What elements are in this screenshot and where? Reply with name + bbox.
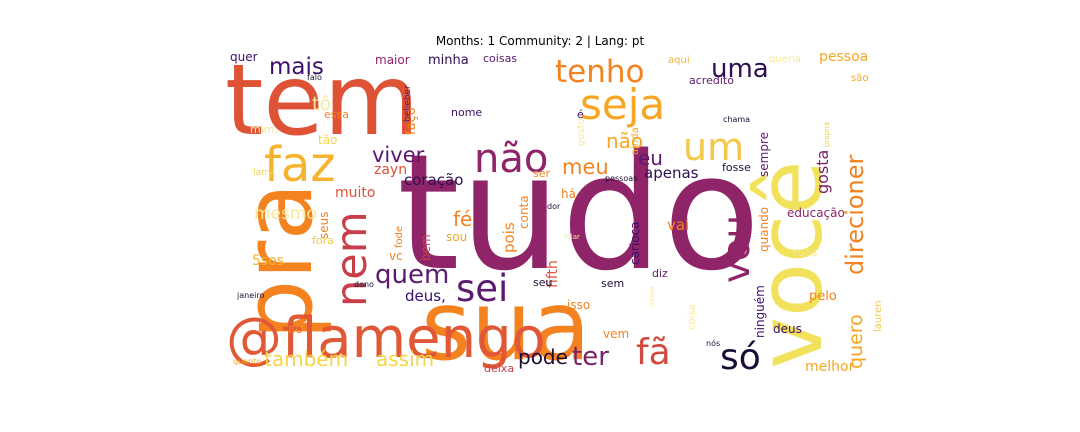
word-vc-52: vc [389,249,403,263]
word-diz-70: diz [652,267,668,280]
word-pode-26: pode [518,345,568,369]
word-quem-17: quem [375,260,449,290]
word-belieber-88: belieber [403,85,413,122]
word-apenas-33: apenas [644,164,699,182]
word-nossa-99: nossa [648,287,656,307]
word-deus-38: deus, [405,287,446,305]
word-falo-89: falo [307,73,322,82]
word-direcioner-18: direcioner [841,154,869,275]
word-meu-22: meu [562,155,609,179]
word-quer-54: quer [230,50,258,64]
word-isso-71: isso [567,298,590,312]
word-nos-95: nós [706,338,720,348]
word-fode-83: fode [394,226,405,248]
word-gosta-32: gosta [813,150,832,194]
word-pessoas-92: pessoas [605,174,637,183]
word-maior-53: maior [375,53,410,67]
word-suas-77: suas [792,246,817,259]
word-dono-94: dono [354,280,374,289]
word-deus-57: deus [773,322,802,336]
word-pois-36: pois [500,222,518,253]
word-nome-72: nome [451,106,482,119]
word-ter-16: ter [572,342,609,372]
word-vem-66: vem [603,327,629,341]
word-bem-55: bem [419,234,433,261]
word-coracao-34: coração [404,171,463,189]
word-fe-27: fé [453,207,472,231]
word-mesmo-31: mesmo [254,204,317,224]
word-acredito-63: acredito [689,74,734,87]
word-lauren-86: lauren [873,300,884,332]
word-ninguem-47: ninguém [753,285,767,338]
word-conta-45: conta [517,195,531,229]
word-larry-87: larry [253,168,274,178]
word-coisa-85: coisa [687,304,698,330]
word-ser-75: ser [533,167,550,180]
word-sao-80: são [851,73,868,84]
word-educacao-60: educação [787,206,845,220]
word-ao-65: ao [288,322,303,336]
word-tenho-15: tenho [555,54,645,90]
word-queria-79: queria [769,54,801,65]
word-tambem-23: também [264,347,348,371]
word-vou-12: vou [715,215,758,283]
word-essa-73: essa [324,108,349,121]
word-deixa-84: deixa [484,362,514,375]
word-tao-58: tão [318,133,337,147]
word-sei-11: sei [456,267,508,310]
word-chama-91: chama [723,115,750,124]
word-sempre-44: sempre [757,132,771,177]
word-mim-74: mim, [250,123,278,136]
word-seu-67: seu [533,276,552,289]
word-muito-39: muito [335,185,375,201]
word-falar-98: falar [564,233,580,241]
word-sou-56: sou [446,230,467,244]
word-fa-14: fã [636,332,671,373]
word-assim-24: assim [376,347,434,371]
word-sem-68: sem [601,277,624,290]
word-quando-46: quando [757,207,771,252]
word-5sos-40: 5sos [252,253,284,269]
word-melhor-43: melhor [805,359,855,375]
word-quanto-96: quanto [233,357,261,366]
word-fosse-69: fosse [722,161,751,174]
word-carioca-59: carioca [628,221,642,265]
word-aqui-78: aqui [668,55,690,66]
word-pelo-51: pelo [809,289,837,304]
word-pessoa-42: pessoa [819,49,868,65]
word-ainda-82: ainda [630,127,641,155]
word-so-13: só [720,337,761,378]
word-fora-76: fora [312,234,334,247]
word-ha-61: há [561,187,576,201]
word-janeiro-90: janeiro [236,291,264,300]
word-dor-93: dor [547,202,561,211]
word-minha-37: minha [428,53,469,68]
word-zayn-48: zayn [374,162,407,178]
word-nem-8: nem [327,211,377,307]
word-gosto-81: gosto [576,118,587,146]
word-propria-97: própria [823,122,831,147]
word-coisas-62: coisas [483,52,517,65]
word-vai-35: vai [667,216,689,234]
